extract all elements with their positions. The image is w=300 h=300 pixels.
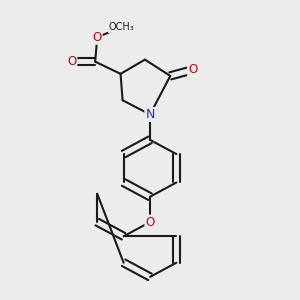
Text: O: O [67, 55, 76, 68]
Text: N: N [145, 108, 155, 121]
Text: O: O [93, 31, 102, 44]
Text: O: O [188, 63, 197, 76]
Text: OCH₃: OCH₃ [109, 22, 134, 32]
Text: O: O [146, 216, 154, 229]
